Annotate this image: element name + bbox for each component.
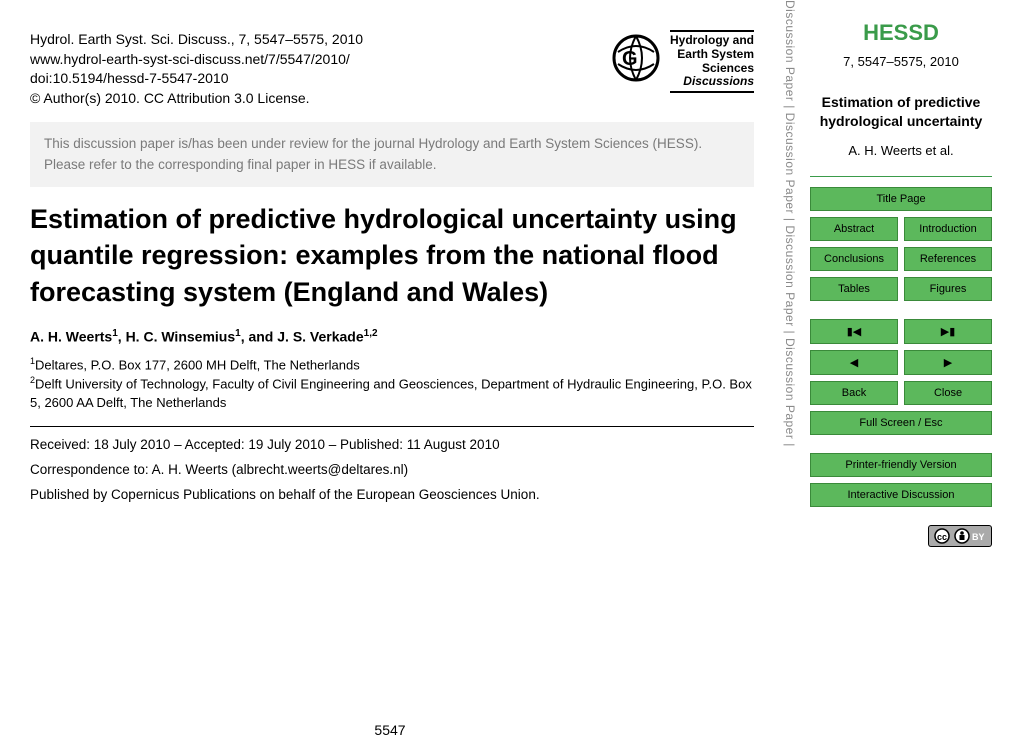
sidebar-short-authors: A. H. Weerts et al. xyxy=(810,143,992,158)
sidebar-short-title: Estimation of predictive hydrological un… xyxy=(810,93,992,131)
affil-text: Delft University of Technology, Faculty … xyxy=(30,377,752,410)
sidebar-nav: Title Page Abstract Introduction Conclus… xyxy=(810,176,992,507)
authors: A. H. Weerts1, H. C. Winsemius1, and J. … xyxy=(30,328,754,345)
journal-name: Hydrology and Earth System Sciences Disc… xyxy=(670,30,754,93)
journal-name-line: Discussions xyxy=(670,75,754,89)
main-content: Hydrol. Earth Syst. Sci. Discuss., 7, 55… xyxy=(0,0,780,750)
printer-friendly-button[interactable]: Printer-friendly Version xyxy=(810,453,992,477)
last-page-button[interactable]: ▶▮ xyxy=(904,319,992,344)
author-name: A. H. Weerts xyxy=(30,329,112,345)
author-name: J. S. Verkade xyxy=(277,329,363,345)
fullscreen-button[interactable]: Full Screen / Esc xyxy=(810,411,992,435)
svg-text:BY: BY xyxy=(972,532,985,542)
title-page-button[interactable]: Title Page xyxy=(810,187,992,211)
header-row: Hydrol. Earth Syst. Sci. Discuss., 7, 55… xyxy=(30,30,754,108)
correspondence: Correspondence to: A. H. Weerts (albrech… xyxy=(30,462,754,477)
author-sep: , xyxy=(118,329,126,345)
affiliations: 1Deltares, P.O. Box 177, 2600 MH Delft, … xyxy=(30,355,754,412)
cc-by-icon: cc BY xyxy=(928,525,992,547)
review-note: This discussion paper is/has been under … xyxy=(30,122,754,187)
author-sep: , and xyxy=(241,329,278,345)
journal-name-line: Earth System xyxy=(670,48,754,62)
egu-logo-icon: G xyxy=(608,30,664,86)
spine-text: Discussion Paper | Discussion Paper | Di… xyxy=(783,0,797,447)
author-name: H. C. Winsemius xyxy=(126,329,236,345)
citation-block: Hydrol. Earth Syst. Sci. Discuss., 7, 55… xyxy=(30,30,363,108)
paper-title: Estimation of predictive hydrological un… xyxy=(30,201,754,310)
introduction-button[interactable]: Introduction xyxy=(904,217,992,241)
citation-doi: doi:10.5194/hessd-7-5547-2010 xyxy=(30,69,363,89)
skip-forward-icon: ▶▮ xyxy=(941,325,956,338)
figures-button[interactable]: Figures xyxy=(904,277,992,301)
conclusions-button[interactable]: Conclusions xyxy=(810,247,898,271)
arrow-right-icon: ▶ xyxy=(944,356,952,369)
affiliation-line: 1Deltares, P.O. Box 177, 2600 MH Delft, … xyxy=(30,355,754,375)
spine: Discussion Paper | Discussion Paper | Di… xyxy=(780,0,800,750)
first-page-button[interactable]: ▮◀ xyxy=(810,319,898,344)
published-by: Published by Copernicus Publications on … xyxy=(30,487,754,502)
references-button[interactable]: References xyxy=(904,247,992,271)
interactive-discussion-button[interactable]: Interactive Discussion xyxy=(810,483,992,507)
sidebar-brand: HESSD xyxy=(810,20,992,46)
sidebar: HESSD 7, 5547–5575, 2010 Estimation of p… xyxy=(800,0,1010,750)
back-button[interactable]: Back xyxy=(810,381,898,405)
next-page-button[interactable]: ▶ xyxy=(904,350,992,375)
dates-line: Received: 18 July 2010 – Accepted: 19 Ju… xyxy=(30,426,754,452)
cc-license-badge: cc BY xyxy=(810,525,992,552)
author-sup: 1,2 xyxy=(364,328,378,339)
close-button[interactable]: Close xyxy=(904,381,992,405)
sidebar-issue: 7, 5547–5575, 2010 xyxy=(810,54,992,69)
journal-logo: G Hydrology and Earth System Sciences Di… xyxy=(608,30,754,93)
svg-text:cc: cc xyxy=(937,532,947,542)
citation-license: © Author(s) 2010. CC Attribution 3.0 Lic… xyxy=(30,89,363,109)
arrow-left-icon: ◀ xyxy=(850,356,858,369)
prev-page-button[interactable]: ◀ xyxy=(810,350,898,375)
citation-line: Hydrol. Earth Syst. Sci. Discuss., 7, 55… xyxy=(30,30,363,50)
tables-button[interactable]: Tables xyxy=(810,277,898,301)
affil-text: Deltares, P.O. Box 177, 2600 MH Delft, T… xyxy=(35,357,360,372)
svg-text:G: G xyxy=(622,48,638,70)
abstract-button[interactable]: Abstract xyxy=(810,217,898,241)
citation-url: www.hydrol-earth-syst-sci-discuss.net/7/… xyxy=(30,50,363,70)
affiliation-line: 2Delft University of Technology, Faculty… xyxy=(30,374,754,412)
journal-name-line: Sciences xyxy=(670,62,754,76)
skip-back-icon: ▮◀ xyxy=(847,325,862,338)
page-number: 5547 xyxy=(374,722,405,738)
journal-name-line: Hydrology and xyxy=(670,34,754,48)
